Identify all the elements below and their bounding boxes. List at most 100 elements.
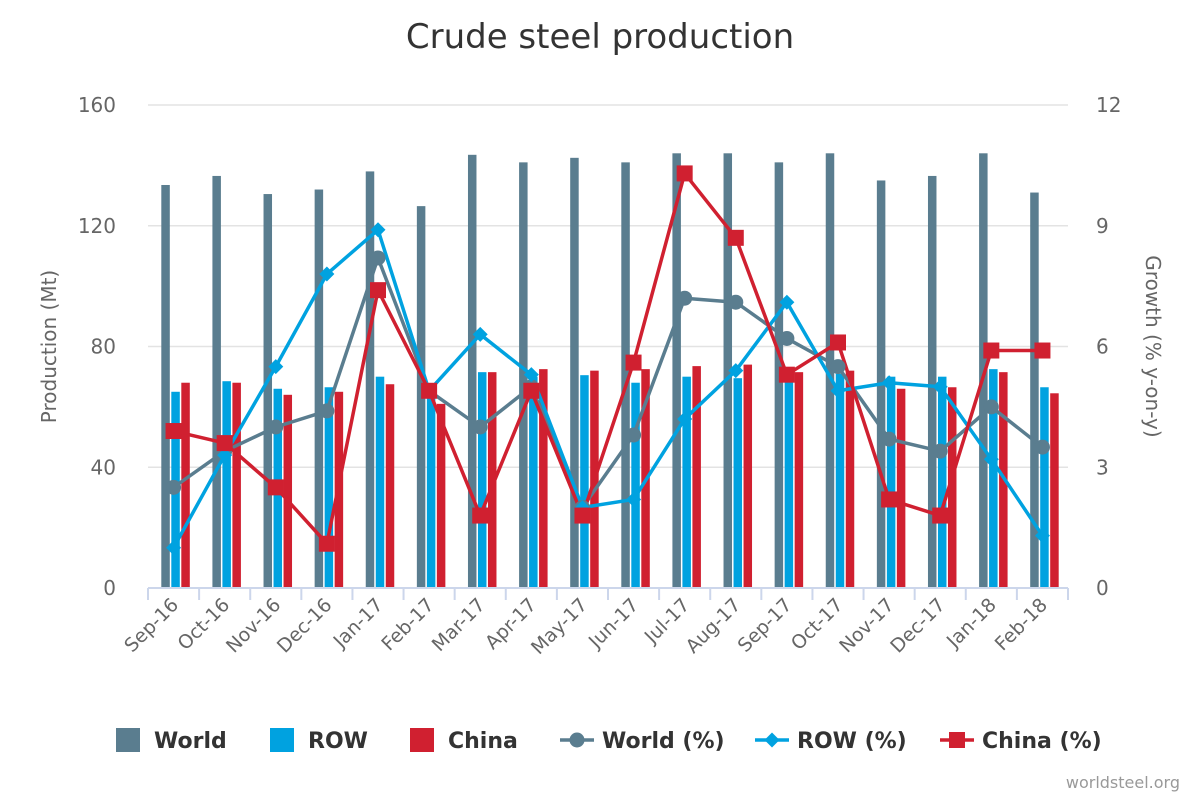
line-world [172, 256, 1044, 510]
point-row-13 [830, 383, 846, 399]
point-china-4 [370, 282, 386, 299]
bar-row-10 [682, 376, 691, 588]
bar-china-13 [845, 370, 855, 588]
bar-world-3 [314, 189, 324, 588]
bar-row-3 [324, 387, 334, 588]
x-tick-label: Sep-17 [734, 594, 797, 657]
point-china-3 [318, 535, 335, 552]
point-row-10 [677, 411, 693, 427]
y2-tick-label: 3 [1096, 455, 1109, 479]
credit-text[interactable]: worldsteel.org [1066, 773, 1180, 792]
y-tick-label: 80 [91, 335, 116, 359]
bar-china-5 [436, 403, 446, 588]
bar-row-13 [835, 373, 845, 588]
bar-china-0 [181, 382, 190, 588]
y-tick-label: 0 [103, 576, 116, 600]
x-tick-label: Feb-18 [991, 594, 1052, 655]
point-china-7 [523, 382, 540, 399]
y2-tick-label: 0 [1096, 576, 1109, 600]
x-tick-label: Nov-17 [835, 594, 898, 657]
point-world-6 [472, 419, 488, 435]
point-row-1 [217, 447, 233, 463]
bar-row-8 [580, 375, 589, 588]
bar-world-13 [825, 153, 835, 589]
y2-axis-title: Growth (% y-on-y) [1141, 255, 1165, 437]
bar-world-9 [621, 162, 630, 588]
bar-world-1 [212, 175, 221, 589]
point-china-11 [727, 229, 744, 246]
bar-row-1 [222, 381, 231, 588]
point-row-14 [881, 375, 897, 391]
point-china-12 [778, 366, 795, 383]
point-row-4 [370, 222, 386, 238]
point-world-17 [1034, 439, 1050, 455]
bar-world-17 [1030, 192, 1039, 588]
point-world-4 [370, 250, 386, 266]
point-row-7 [523, 367, 539, 383]
point-china-13 [830, 334, 846, 351]
bar-china-14 [896, 388, 906, 588]
legend-swatch-world [116, 728, 140, 752]
bar-china-2 [283, 394, 293, 588]
line-row [172, 228, 1044, 549]
y2-tick-label: 6 [1096, 335, 1109, 359]
y-tick-label: 120 [78, 214, 116, 238]
chart-title: Crude steel production [406, 17, 794, 57]
bar-china-17 [1050, 393, 1059, 588]
point-row-12 [779, 294, 795, 310]
point-world-14 [881, 431, 897, 447]
x-tick-label: Aug-17 [682, 594, 746, 658]
bar-row-16 [989, 369, 998, 588]
y-tick-label: 160 [78, 93, 116, 117]
bar-row-14 [886, 376, 896, 588]
point-china-0 [165, 423, 182, 440]
bar-row-5 [426, 396, 436, 588]
bar-row-15 [937, 376, 947, 588]
legend-label-row: ROW (%) [797, 729, 907, 754]
bar-row-17 [1040, 387, 1049, 588]
point-china-6 [472, 507, 489, 524]
legend-marker-world [569, 732, 585, 748]
point-world-12 [779, 330, 795, 346]
point-row-11 [728, 363, 744, 379]
x-tick-label: Feb-17 [377, 594, 438, 655]
legend-marker-china [949, 732, 965, 748]
bar-row-11 [733, 378, 743, 588]
point-china-8 [574, 507, 591, 524]
point-world-9 [626, 427, 642, 443]
bar-world-0 [161, 184, 170, 588]
point-row-17 [1034, 528, 1050, 544]
point-china-17 [1034, 342, 1051, 359]
bar-world-4 [365, 171, 375, 588]
x-tick-label: Jan-17 [329, 594, 388, 653]
x-tick-label: Jan-18 [942, 594, 1001, 653]
legend-swatch-row [270, 728, 294, 752]
bar-china-4 [385, 384, 395, 588]
legend-swatch-china [410, 728, 434, 752]
bar-china-1 [232, 382, 241, 588]
legend-label-world: World [154, 729, 227, 754]
bar-world-15 [927, 175, 937, 589]
point-world-15 [932, 443, 948, 459]
bar-china-7 [539, 369, 548, 588]
point-world-10 [677, 290, 693, 306]
line-china [173, 171, 1043, 546]
point-china-15 [932, 507, 949, 524]
bar-china-12 [794, 372, 804, 588]
bar-world-8 [570, 157, 579, 588]
y2-tick-label: 9 [1096, 214, 1109, 238]
point-world-3 [319, 403, 335, 419]
y-axis-title: Production (Mt) [37, 270, 61, 423]
bar-china-15 [947, 387, 957, 588]
bar-world-6 [467, 154, 477, 588]
point-china-2 [267, 479, 284, 496]
x-tick-label: May-17 [527, 594, 592, 659]
legend-label-world: World (%) [602, 729, 725, 754]
legend-label-china: China (%) [982, 729, 1102, 754]
bar-world-11 [723, 153, 733, 589]
x-tick-label: Dec-17 [886, 594, 950, 658]
point-world-16 [983, 399, 999, 415]
bar-china-6 [487, 372, 497, 588]
